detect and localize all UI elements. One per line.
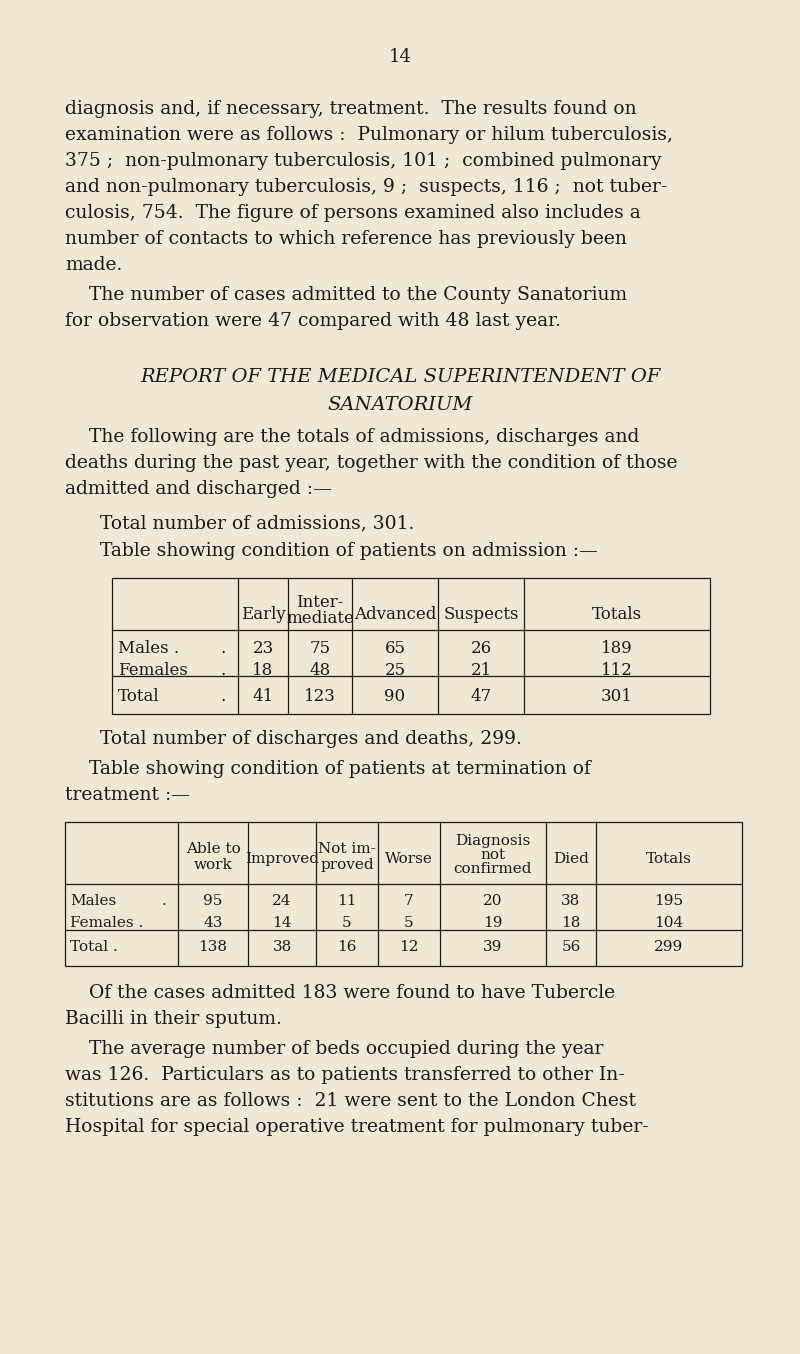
Text: REPORT OF THE MEDICAL SUPERINTENDENT OF: REPORT OF THE MEDICAL SUPERINTENDENT OF [140, 368, 660, 386]
Text: Improved: Improved [245, 852, 319, 867]
Text: 123: 123 [304, 688, 336, 705]
Text: 48: 48 [310, 662, 330, 678]
Text: 16: 16 [338, 940, 357, 955]
Text: Total number of discharges and deaths, 299.: Total number of discharges and deaths, 2… [100, 730, 522, 747]
Text: Not im-: Not im- [318, 842, 376, 856]
Text: Advanced: Advanced [354, 607, 436, 623]
Text: Totals: Totals [592, 607, 642, 623]
Text: 189: 189 [601, 640, 633, 657]
Text: 41: 41 [252, 688, 274, 705]
Text: .: . [220, 640, 226, 657]
Text: 5: 5 [404, 917, 414, 930]
Text: 301: 301 [601, 688, 633, 705]
Text: and non-pulmonary tuberculosis, 9 ;  suspects, 116 ;  not tuber-: and non-pulmonary tuberculosis, 9 ; susp… [65, 177, 667, 196]
Text: Suspects: Suspects [443, 607, 518, 623]
Text: Worse: Worse [385, 852, 433, 867]
Text: 90: 90 [385, 688, 406, 705]
Text: 299: 299 [654, 940, 684, 955]
Text: Of the cases admitted 183 were found to have Tubercle: Of the cases admitted 183 were found to … [65, 984, 615, 1002]
Text: 18: 18 [562, 917, 581, 930]
Text: 19: 19 [483, 917, 502, 930]
Text: 12: 12 [399, 940, 418, 955]
Text: .: . [220, 662, 226, 678]
Text: 195: 195 [654, 894, 683, 909]
Text: mediate: mediate [286, 611, 354, 627]
Text: Hospital for special operative treatment for pulmonary tuber-: Hospital for special operative treatment… [65, 1118, 649, 1136]
Text: 26: 26 [470, 640, 491, 657]
Text: 25: 25 [385, 662, 406, 678]
Text: Table showing condition of patients at termination of: Table showing condition of patients at t… [65, 760, 591, 779]
Text: 43: 43 [203, 917, 222, 930]
Text: not: not [481, 848, 506, 862]
Text: deaths during the past year, together with the condition of those: deaths during the past year, together wi… [65, 454, 678, 473]
Text: 38: 38 [562, 894, 581, 909]
Text: 24: 24 [272, 894, 292, 909]
Text: .: . [220, 688, 226, 705]
Text: Bacilli in their sputum.: Bacilli in their sputum. [65, 1010, 282, 1028]
Text: Females: Females [118, 662, 188, 678]
Text: 5: 5 [342, 917, 352, 930]
Text: Males .: Males . [118, 640, 179, 657]
Text: 20: 20 [483, 894, 502, 909]
Text: Total: Total [118, 688, 160, 705]
Text: admitted and discharged :—: admitted and discharged :— [65, 481, 332, 498]
Text: 47: 47 [470, 688, 492, 705]
Text: Inter-: Inter- [296, 594, 344, 611]
Text: Died: Died [553, 852, 589, 867]
Text: for observation were 47 compared with 48 last year.: for observation were 47 compared with 48… [65, 311, 561, 330]
Text: Early: Early [241, 607, 286, 623]
Text: work: work [194, 858, 232, 872]
Text: culosis, 754.  The figure of persons examined also includes a: culosis, 754. The figure of persons exam… [65, 204, 641, 222]
Text: The number of cases admitted to the County Sanatorium: The number of cases admitted to the Coun… [65, 286, 627, 305]
Text: SANATORIUM: SANATORIUM [327, 395, 473, 414]
Text: Able to: Able to [186, 842, 240, 856]
Text: treatment :—: treatment :— [65, 787, 190, 804]
Text: Total number of admissions, 301.: Total number of admissions, 301. [100, 515, 414, 532]
Text: 23: 23 [252, 640, 274, 657]
Text: Totals: Totals [646, 852, 692, 867]
Text: 7: 7 [404, 894, 414, 909]
Text: Total .: Total . [70, 940, 118, 955]
Text: number of contacts to which reference has previously been: number of contacts to which reference ha… [65, 230, 627, 248]
Text: 39: 39 [483, 940, 502, 955]
Text: 14: 14 [389, 47, 411, 66]
Text: 11: 11 [338, 894, 357, 909]
Text: The average number of beds occupied during the year: The average number of beds occupied duri… [65, 1040, 603, 1057]
Text: 56: 56 [562, 940, 581, 955]
Text: The following are the totals of admissions, discharges and: The following are the totals of admissio… [65, 428, 639, 445]
Text: was 126.  Particulars as to patients transferred to other In-: was 126. Particulars as to patients tran… [65, 1066, 625, 1085]
Text: Table showing condition of patients on admission :—: Table showing condition of patients on a… [100, 542, 598, 561]
Text: Males: Males [70, 894, 116, 909]
Text: 104: 104 [654, 917, 684, 930]
Text: 75: 75 [310, 640, 330, 657]
Text: 38: 38 [272, 940, 292, 955]
Text: 95: 95 [203, 894, 222, 909]
Text: Females .: Females . [70, 917, 143, 930]
Text: confirmed: confirmed [454, 862, 532, 876]
Bar [65, 822, 742, 965]
Text: 138: 138 [198, 940, 227, 955]
Text: proved: proved [320, 858, 374, 872]
Text: examination were as follows :  Pulmonary or hilum tuberculosis,: examination were as follows : Pulmonary … [65, 126, 673, 144]
Text: stitutions are as follows :  21 were sent to the London Chest: stitutions are as follows : 21 were sent… [65, 1091, 636, 1110]
Text: .: . [162, 894, 166, 909]
Text: 21: 21 [470, 662, 492, 678]
Text: diagnosis and, if necessary, treatment.  The results found on: diagnosis and, if necessary, treatment. … [65, 100, 637, 118]
Text: made.: made. [65, 256, 122, 274]
Text: 375 ;  non-pulmonary tuberculosis, 101 ;  combined pulmonary: 375 ; non-pulmonary tuberculosis, 101 ; … [65, 152, 662, 171]
Text: 65: 65 [385, 640, 406, 657]
Text: 18: 18 [252, 662, 274, 678]
Text: Diagnosis: Diagnosis [455, 834, 530, 848]
Text: 14: 14 [272, 917, 292, 930]
Bar [112, 578, 710, 714]
Text: 112: 112 [601, 662, 633, 678]
